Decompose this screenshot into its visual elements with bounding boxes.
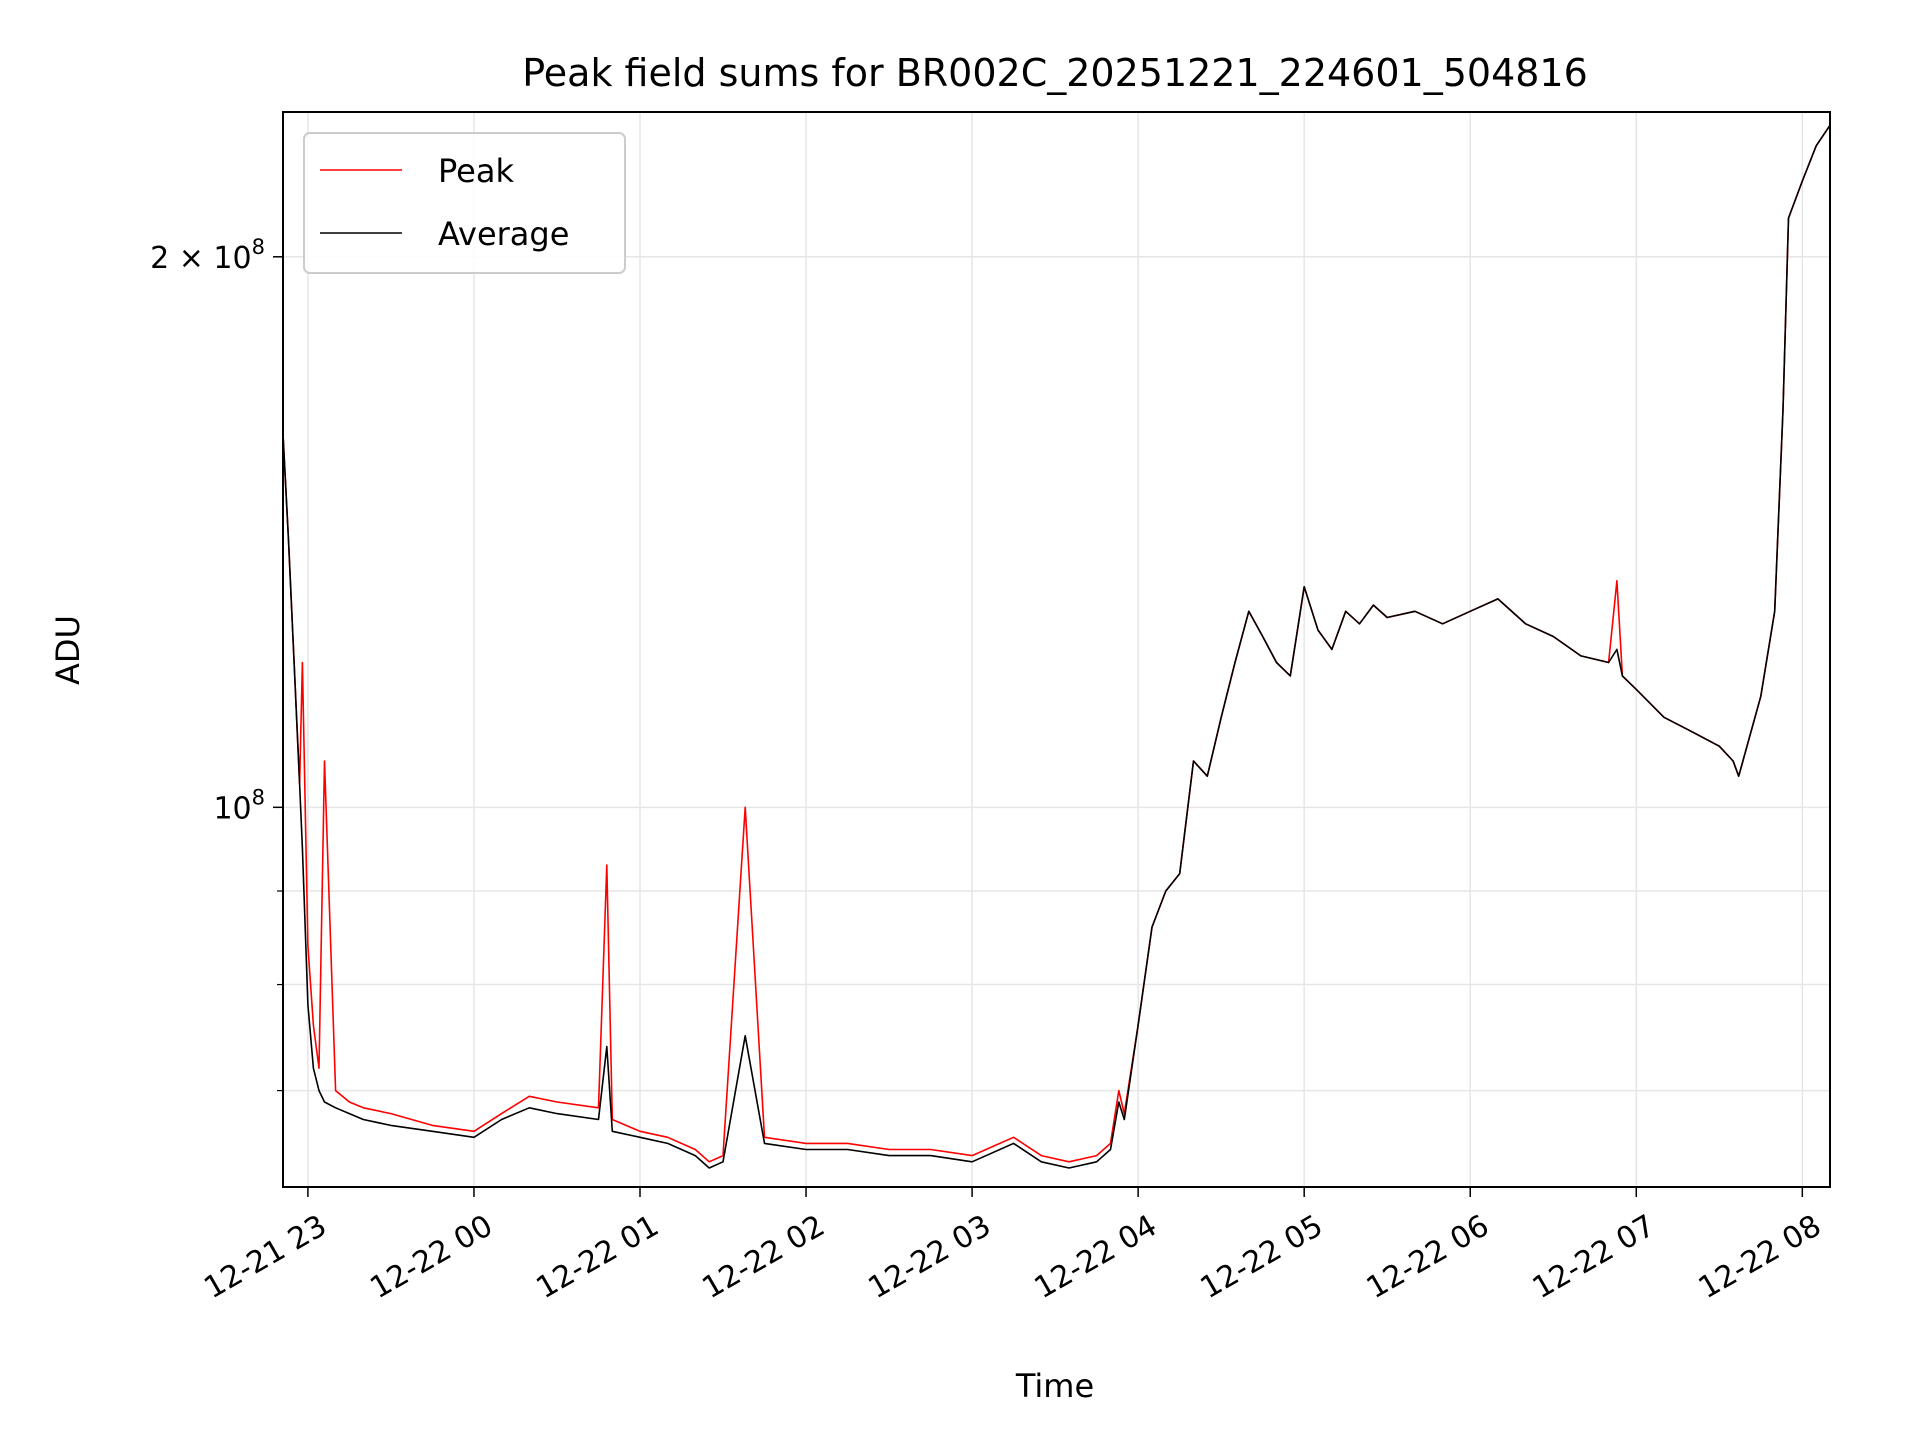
legend: Peak Average (303, 132, 626, 274)
y-axis: 108 2 × 108 (150, 235, 283, 1092)
y-tick-label: 2 × 108 (150, 235, 265, 276)
grid (283, 112, 1830, 1187)
y-tick-label: 108 (213, 785, 265, 826)
legend-label-average: Average (438, 215, 569, 253)
chart-title: Peak field sums for BR002C_20251221_2246… (522, 51, 1588, 95)
legend-label-peak: Peak (438, 152, 514, 190)
y-axis-label: ADU (49, 615, 87, 685)
series-layer (283, 124, 1830, 1169)
plot-frame (282, 111, 1831, 1188)
x-axis-label: Time (1015, 1367, 1094, 1405)
series-line-average (283, 124, 1830, 1169)
legend-box (303, 132, 626, 274)
